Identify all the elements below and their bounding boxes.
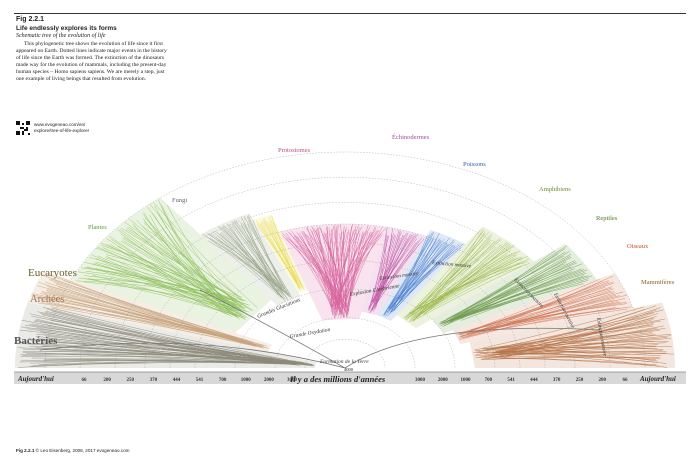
tree-branches <box>15 197 675 369</box>
axis-center-label: Il y a des millions d'années <box>289 374 386 384</box>
footer-credit-text: © Leo Eisenberg, 2008, 2017 evogeneao.co… <box>35 448 130 453</box>
event-formation: Formation de la Terre <box>319 359 369 365</box>
axis-tick-label: 370 <box>150 378 158 383</box>
axis-tick-label: 250 <box>126 378 134 383</box>
axis-left-label: Aujourd'hui <box>17 375 54 383</box>
figure-subtitle: Schematic tree of the evolution of life <box>16 33 106 39</box>
label-poissons: Poissons <box>463 161 486 168</box>
figure-title: Life endlessly explores its forms <box>16 25 117 32</box>
qr-url-line1: www.evogeneao.com/en/ <box>34 122 86 127</box>
event-arc <box>79 177 611 369</box>
axis-tick-label: 700 <box>485 378 493 383</box>
event-extinction-1: Extinction massive <box>378 271 419 283</box>
branch-fan <box>361 227 427 316</box>
footer-credit: Fig 2.2.1 © Leo Eisenberg, 2008, 2017 ev… <box>16 448 129 453</box>
label-mammiferes: Mammifères <box>641 279 675 286</box>
branch-fan <box>431 243 597 334</box>
axis-tick-label: 66 <box>623 378 629 383</box>
event-arcs <box>44 151 646 369</box>
axis-tick-label: 250 <box>576 378 584 383</box>
branch-fan <box>377 229 466 321</box>
axis-tick-label: 2000 <box>438 378 449 383</box>
axis-right-label: Aujourd'hui <box>639 375 676 383</box>
branch-fan <box>27 271 272 353</box>
label-amphibiens: Amphibiens <box>539 186 571 193</box>
axis-tick-label: 541 <box>196 378 204 383</box>
branch-fan <box>70 197 272 333</box>
axis-tick-label: 3000 <box>415 378 426 383</box>
axis-tick-label: 541 <box>507 378 515 383</box>
axis-tick-label: 1000 <box>241 378 252 383</box>
axis-tick-label: 2000 <box>264 378 275 383</box>
event-arc <box>44 151 646 369</box>
label-archees: Archées <box>30 294 64 305</box>
label-reptiles: Reptiles <box>596 215 618 222</box>
axis-tick-label: 700 <box>219 378 227 383</box>
axis-tick-label: 1000 <box>461 378 472 383</box>
axis-tick-label: 444 <box>173 378 181 383</box>
axis-ticks-right: 3000 2000 1000 700 541 444 370 250 200 66 <box>415 378 628 383</box>
event-extinction-2: Extinction massive <box>431 260 472 270</box>
event-arc <box>144 223 546 369</box>
branch-fan <box>469 302 675 368</box>
axis-tick-label: 370 <box>553 378 561 383</box>
qr-link[interactable]: www.evogeneao.com/en/ explore/tree-of-li… <box>34 122 89 134</box>
footer-fig: Fig 2.2.1 <box>16 448 35 453</box>
event-arc <box>304 339 386 369</box>
branch-fan <box>200 213 301 306</box>
time-axis-bar <box>14 372 686 384</box>
label-plantes: Plantes <box>88 224 107 231</box>
axis-ticks-left: 66 200 250 370 444 541 700 1000 2000 3000 <box>82 378 298 383</box>
figure-number: Fig 2.2.1 <box>16 16 45 23</box>
label-oiseaux: Oiseaux <box>627 243 649 250</box>
branch-fan <box>396 226 535 329</box>
axis-tick-label: 444 <box>530 378 538 383</box>
event-arc <box>169 241 521 369</box>
branch-fan <box>279 224 387 321</box>
label-echinodermes: Échinodermes <box>392 133 430 141</box>
event-arc <box>114 202 576 369</box>
axis-tick-label: 200 <box>103 378 111 383</box>
top-rule <box>14 13 686 14</box>
axis-tick-label: 3000 <box>287 378 298 383</box>
event-arc <box>274 317 416 369</box>
axis-tick-label: 200 <box>598 378 606 383</box>
axis-center-value: 4000 <box>344 367 354 372</box>
label-protostomes: Protostomes <box>278 147 311 154</box>
event-arc <box>194 259 496 369</box>
event-oxydation: Grande Oxydation <box>289 327 331 340</box>
qr-code-icon[interactable] <box>16 121 30 135</box>
figure-description: This phylogenetic tree shows the evoluti… <box>16 41 167 82</box>
label-bacteries: Bactéries <box>14 335 58 347</box>
label-eucaryotes: Eucaryotes <box>28 267 77 279</box>
qr-url-line2: explore/tree-of-life-explorer <box>34 128 90 133</box>
axis-tick-label: 66 <box>82 378 88 383</box>
label-fungi: Fungi <box>172 197 187 204</box>
